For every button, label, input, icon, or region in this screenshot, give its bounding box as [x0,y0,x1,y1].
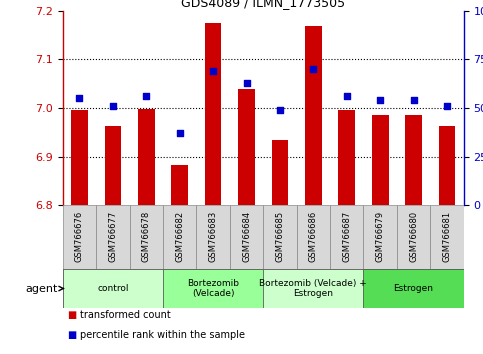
Point [242,80,250,86]
Point [376,97,384,103]
Point [443,103,451,109]
Text: Bortezomib (Velcade) +
Estrogen: Bortezomib (Velcade) + Estrogen [259,279,367,298]
Text: ■: ■ [68,310,77,320]
Bar [330,205,364,269]
Point [142,93,150,99]
Text: GSM766686: GSM766686 [309,210,318,262]
Bar [238,88,255,205]
Bar [171,165,188,205]
Bar [430,205,464,269]
Text: ■: ■ [68,330,77,339]
Point [276,107,284,113]
Bar [339,110,355,205]
Bar [205,23,222,205]
Point [76,96,84,101]
Bar [364,205,397,269]
Bar [297,205,330,269]
Bar [104,126,121,205]
Point [310,66,317,72]
Text: GSM766683: GSM766683 [209,210,218,262]
Text: Estrogen: Estrogen [394,284,434,293]
Text: GSM766682: GSM766682 [175,210,184,262]
Point [343,93,351,99]
Text: GSM766681: GSM766681 [442,210,452,262]
Text: GSM766687: GSM766687 [342,210,351,262]
Bar [271,139,288,205]
Text: GSM766677: GSM766677 [108,210,117,262]
Text: GSM766679: GSM766679 [376,210,384,262]
Bar [138,109,155,205]
Bar [71,110,88,205]
Text: GSM766685: GSM766685 [275,210,284,262]
Bar [163,205,197,269]
Bar [364,269,464,308]
Bar [305,26,322,205]
Point [176,130,184,136]
Point [109,103,117,109]
Bar [372,115,388,205]
Bar [197,205,230,269]
Text: GSM766676: GSM766676 [75,210,84,262]
Bar [397,205,430,269]
Text: GSM766680: GSM766680 [409,210,418,262]
Text: percentile rank within the sample: percentile rank within the sample [80,330,245,339]
Text: GSM766684: GSM766684 [242,210,251,262]
Text: Bortezomib
(Velcade): Bortezomib (Velcade) [187,279,239,298]
Bar [439,126,455,205]
Point [209,68,217,74]
Title: GDS4089 / ILMN_1773505: GDS4089 / ILMN_1773505 [181,0,345,10]
Bar [129,205,163,269]
Point [410,97,417,103]
Bar [263,269,364,308]
Bar [163,269,263,308]
Bar [63,205,96,269]
Bar [263,205,297,269]
Bar [63,269,163,308]
Text: transformed count: transformed count [80,310,170,320]
Bar [230,205,263,269]
Text: agent: agent [26,284,58,293]
Text: GSM766678: GSM766678 [142,210,151,262]
Text: control: control [97,284,128,293]
Bar [96,205,129,269]
Bar [405,115,422,205]
